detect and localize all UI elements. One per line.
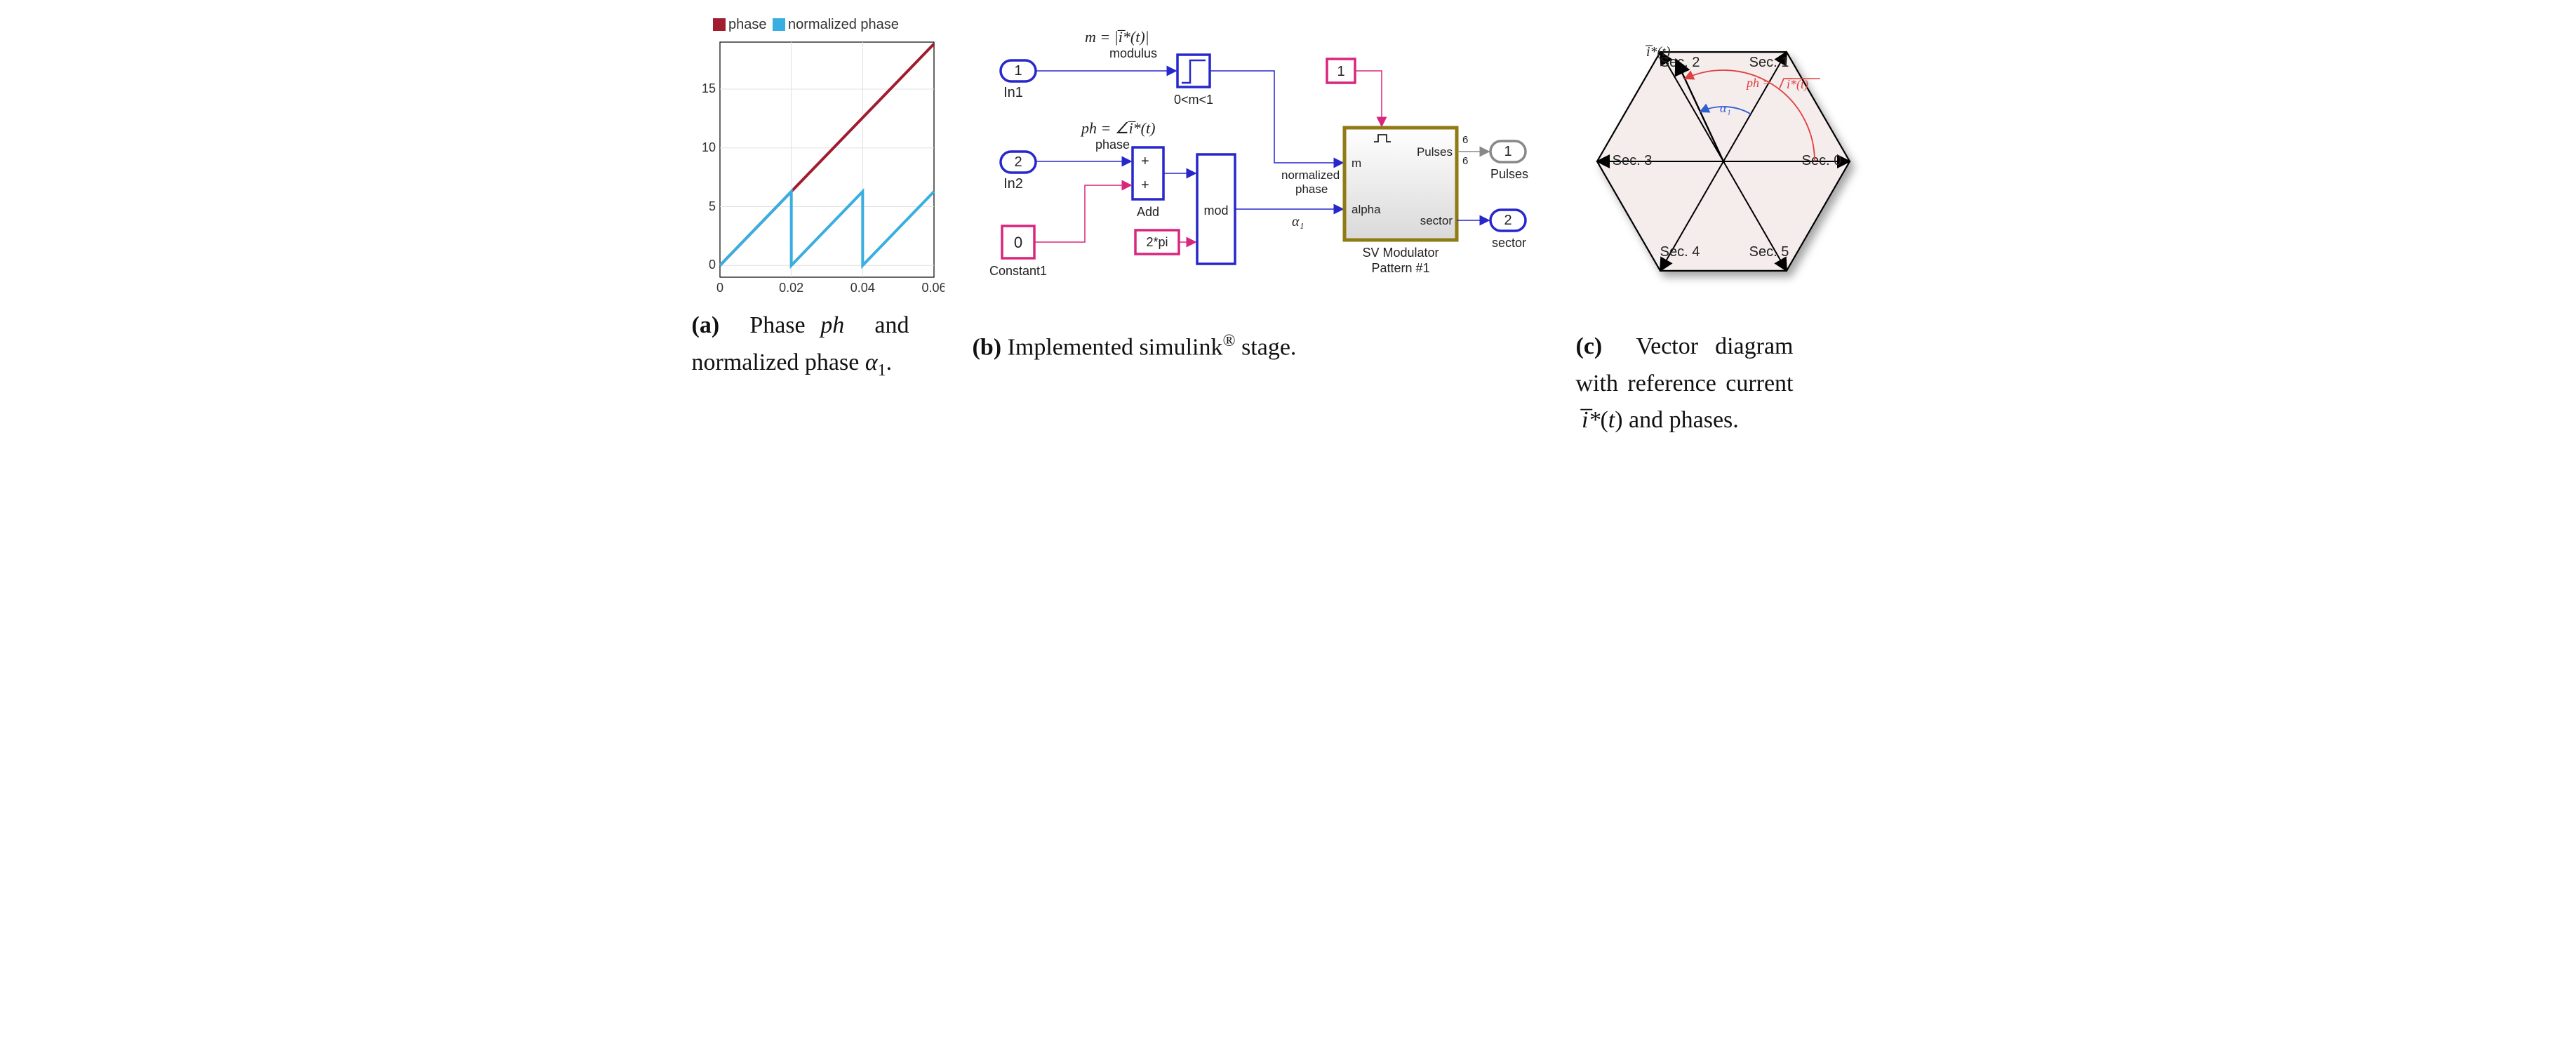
svg-text:1: 1 [1014, 63, 1022, 79]
svg-text:2*pi: 2*pi [1146, 235, 1168, 249]
inport-1: 1 In1 [1001, 60, 1036, 100]
ph-label-i: i̅*(t) [1785, 77, 1808, 92]
svg-text:0: 0 [708, 258, 715, 272]
svg-text:1: 1 [1504, 144, 1511, 159]
label-eq-ph: ph = ∠i̅*(t) [1080, 119, 1155, 137]
svg-text:Sec. 5: Sec. 5 [1749, 244, 1789, 260]
outport-pulses-label: Pulses [1490, 167, 1528, 181]
wire-sat-m [1210, 71, 1343, 163]
svg-text:Sec. 4: Sec. 4 [1660, 244, 1700, 260]
vector-i-label: i̅*(t) [1644, 44, 1670, 60]
port-pulses: Pulses [1416, 145, 1452, 159]
wire-const0-add [1034, 185, 1131, 242]
simulink-diagram: m = |i̅*(t)| modulus 1 In1 0<m<1 ph = ∠i… [973, 14, 1548, 316]
legend-label-phase: phase [728, 17, 767, 32]
pulses-width-top: 6 [1462, 134, 1468, 146]
svg-text:2: 2 [1504, 213, 1511, 228]
mod-block: mod [1197, 154, 1235, 264]
port-m: m [1352, 156, 1361, 170]
inport-2-label: In2 [1003, 176, 1023, 192]
svg-text:0: 0 [716, 281, 723, 295]
constant-2pi: 2*pi [1135, 230, 1179, 254]
svg-text:+: + [1141, 178, 1149, 193]
legend-swatch-normalized [773, 18, 785, 31]
pulses-width-bot: 6 [1462, 155, 1468, 167]
inport-1-label: In1 [1003, 85, 1023, 100]
port-sector: sector [1420, 214, 1453, 227]
outport-sector: 2 sector [1490, 210, 1526, 250]
svg-text:2: 2 [1014, 154, 1022, 170]
caption-a: (a) Phase ph and normalized phase α1. [692, 307, 909, 383]
alpha-label: α₁ [1720, 101, 1731, 115]
yticks: 0 5 10 15 [701, 81, 715, 272]
add-block-label: Add [1136, 205, 1159, 219]
wire-const1-sub [1355, 71, 1382, 126]
label-modulus: modulus [1109, 46, 1157, 60]
svg-text:Sec. 3: Sec. 3 [1612, 153, 1652, 168]
constant-zero-label: Constant1 [989, 264, 1046, 278]
caption-c: (c) Vector diagram with reference curren… [1576, 328, 1794, 439]
constant-zero: 0 Constant1 [989, 226, 1046, 278]
svg-text:0.06: 0.06 [921, 281, 945, 295]
svg-text:+: + [1141, 154, 1149, 169]
sv-modulator-subsystem: m alpha Pulses sector SV Modulator Patte… [1344, 128, 1457, 275]
label-normalized: normalized [1281, 168, 1340, 182]
legend: phase normalized phase [713, 17, 899, 32]
xticks: 0 0.02 0.04 0.06 [716, 281, 944, 295]
svg-text:10: 10 [701, 140, 715, 154]
outport-pulses: 1 Pulses [1490, 141, 1528, 181]
label-eq-m: m = |i̅*(t)| [1085, 28, 1149, 46]
svg-text:5: 5 [708, 199, 715, 213]
legend-label-normalized: normalized phase [788, 17, 899, 32]
svg-text:1: 1 [1337, 64, 1344, 79]
legend-swatch-phase [713, 18, 726, 31]
svg-text:0: 0 [1013, 234, 1022, 251]
ph-label: ph = [1745, 76, 1771, 90]
panel-a: phase normalized phase [692, 14, 945, 383]
outport-sector-label: sector [1492, 236, 1526, 250]
saturation-block: 0<m<1 [1173, 55, 1213, 107]
subsystem-label1: SV Modulator [1362, 246, 1439, 260]
svg-text:15: 15 [701, 81, 715, 95]
chart-a: phase normalized phase [692, 14, 945, 295]
panel-b: m = |i̅*(t)| modulus 1 In1 0<m<1 ph = ∠i… [973, 14, 1548, 366]
subsystem-label2: Pattern #1 [1371, 261, 1429, 275]
svg-text:0.04: 0.04 [850, 281, 874, 295]
svg-text:0.02: 0.02 [779, 281, 803, 295]
label-phase: phase [1095, 138, 1130, 152]
label-normalized-phase: phase [1295, 182, 1328, 196]
caption-b: (b) Implemented simulink® stage. [973, 328, 1478, 366]
svg-text:Sec. 0: Sec. 0 [1801, 153, 1841, 168]
saturation-label: 0<m<1 [1173, 93, 1213, 107]
hexagon-diagram: Sec. 0 Sec. 1 Sec. 2 Sec. 3 Sec. 4 Sec. … [1576, 14, 1885, 316]
svg-text:Sec. 1: Sec. 1 [1749, 55, 1789, 70]
constant-one: 1 [1327, 59, 1355, 83]
port-alpha: alpha [1352, 203, 1381, 216]
inport-2: 2 In2 [1001, 152, 1036, 192]
label-alpha1: α₁ [1292, 214, 1304, 229]
add-block: + + Add [1133, 147, 1163, 219]
svg-text:mod: mod [1203, 204, 1228, 218]
panel-c: Sec. 0 Sec. 1 Sec. 2 Sec. 3 Sec. 4 Sec. … [1576, 14, 1885, 439]
